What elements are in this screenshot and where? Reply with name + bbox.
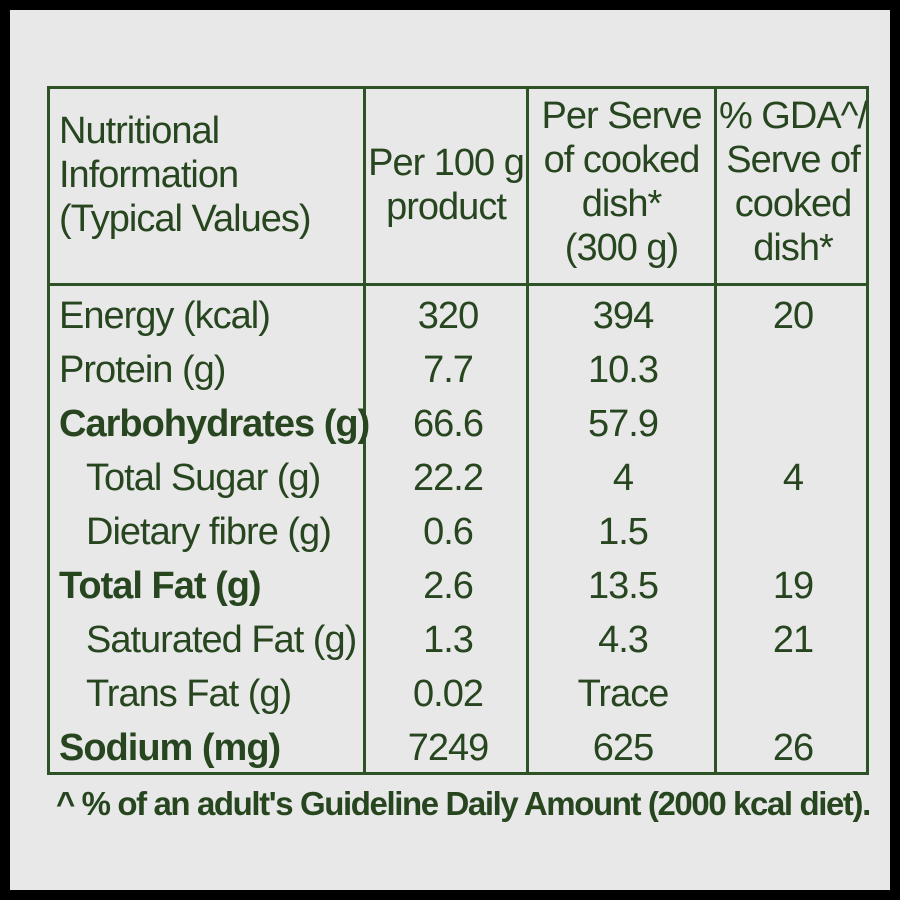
table-row: Carbohydrates (g) 66.6 57.9 (50, 397, 866, 451)
table-row: Saturated Fat (g) 1.3 4.3 21 (50, 613, 866, 667)
gda-value: 20 (772, 295, 814, 337)
per-serve-value: 4 (612, 457, 634, 499)
header-nutrient: Nutritional Information (Typical Values) (59, 110, 312, 240)
per-100g-value: 0.02 (413, 673, 484, 715)
gda-value: 4 (782, 457, 804, 499)
header-gda: % GDA^/ Serve of cooked dish* (718, 95, 868, 269)
column-divider (363, 89, 366, 772)
header-divider (50, 283, 866, 286)
gda-footnote: ^ % of an adult's Guideline Daily Amount… (56, 785, 871, 822)
per-serve-value: 4.3 (598, 619, 649, 661)
per-100g-value: 1.3 (423, 619, 474, 661)
gda-value: 19 (772, 565, 814, 607)
per-serve-value: 394 (592, 295, 654, 337)
row-label-trans-fat: Trans Fat (g) (86, 673, 292, 715)
nutrition-table: Nutritional Information (Typical Values)… (47, 86, 869, 775)
per-100g-value: 2.6 (423, 565, 474, 607)
table-row: Energy (kcal) 320 394 20 (50, 289, 866, 343)
row-label-saturated-fat: Saturated Fat (g) (86, 619, 357, 661)
per-serve-value: 13.5 (588, 565, 659, 607)
per-serve-value: Trace (577, 673, 670, 715)
row-label-total-sugar: Total Sugar (g) (86, 457, 321, 499)
per-100g-value: 320 (417, 295, 479, 337)
per-100g-value: 7.7 (423, 349, 474, 391)
per-100g-value: 0.6 (423, 511, 474, 553)
table-row: Dietary fibre (g) 0.6 1.5 (50, 505, 866, 559)
column-divider (526, 89, 529, 772)
row-label-energy: Energy (kcal) (59, 295, 271, 337)
table-row: Total Fat (g) 2.6 13.5 19 (50, 559, 866, 613)
table-row: Total Sugar (g) 22.2 4 4 (50, 451, 866, 505)
row-label-carbohydrates: Carbohydrates (g) (59, 403, 370, 445)
table-row: Protein (g) 7.7 10.3 (50, 343, 866, 397)
gda-value: 21 (772, 619, 814, 661)
row-label-dietary-fibre: Dietary fibre (g) (86, 511, 332, 553)
label-panel: Nutritional Information (Typical Values)… (10, 10, 890, 890)
per-100g-value: 66.6 (413, 403, 484, 445)
per-serve-value: 625 (592, 727, 654, 769)
header-per-serve: Per Serve of cooked dish* (300 g) (541, 95, 703, 269)
gda-value: 26 (772, 727, 814, 769)
per-serve-value: 57.9 (588, 403, 659, 445)
per-100g-value: 22.2 (413, 457, 484, 499)
per-serve-value: 1.5 (598, 511, 649, 553)
per-serve-value: 10.3 (588, 349, 659, 391)
per-100g-value: 7249 (407, 727, 490, 769)
row-label-total-fat: Total Fat (g) (59, 565, 262, 607)
header-per-100g: Per 100 g product (368, 142, 525, 228)
row-label-sodium: Sodium (mg) (59, 727, 281, 769)
table-row: Trans Fat (g) 0.02 Trace (50, 667, 866, 721)
table-row: Sodium (mg) 7249 625 26 (50, 721, 866, 775)
row-label-protein: Protein (g) (59, 349, 226, 391)
column-divider (714, 89, 717, 772)
